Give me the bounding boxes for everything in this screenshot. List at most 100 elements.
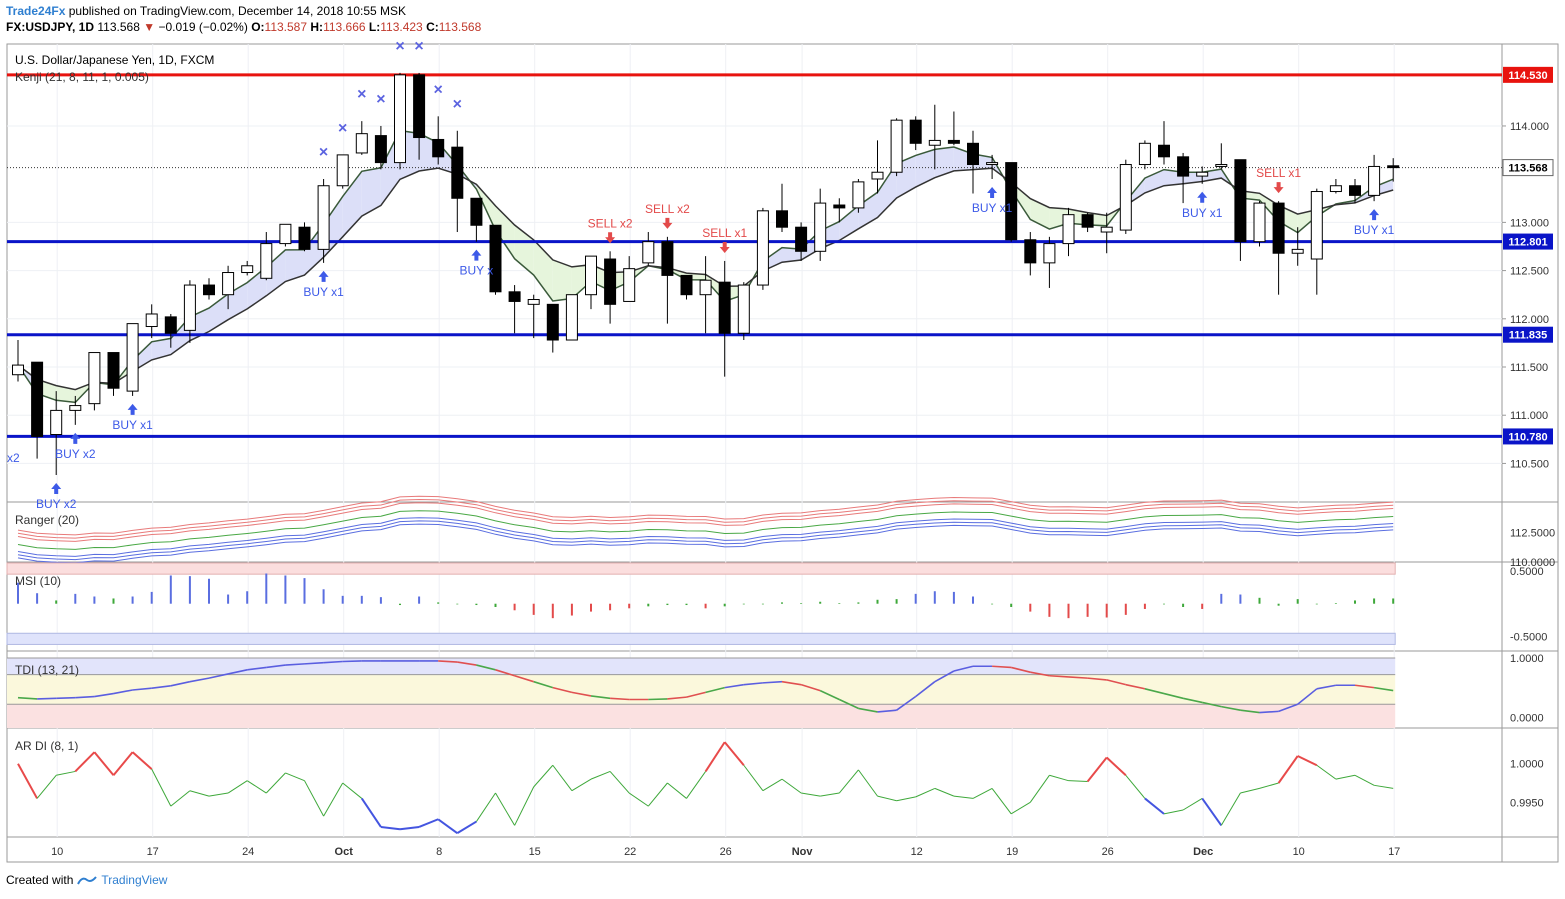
candle-body[interactable] xyxy=(298,226,311,250)
tradingview-logo-icon xyxy=(77,876,98,885)
candle-body[interactable] xyxy=(718,281,731,334)
candle-body[interactable] xyxy=(680,274,693,296)
candle-body[interactable] xyxy=(699,279,712,296)
kenji-cloud-segment xyxy=(934,146,954,178)
candle-body[interactable] xyxy=(756,210,769,286)
ardi-segment xyxy=(915,787,936,798)
candle-body[interactable] xyxy=(470,197,483,226)
ardi-segment xyxy=(399,825,420,831)
candle-body[interactable] xyxy=(795,226,808,252)
candle-body[interactable] xyxy=(451,146,464,199)
candle-body[interactable] xyxy=(1138,142,1151,166)
candle-body[interactable] xyxy=(1272,202,1285,254)
candle-body[interactable] xyxy=(928,139,941,146)
candle-body[interactable] xyxy=(967,142,979,166)
candle-body[interactable] xyxy=(374,135,387,164)
candle-body[interactable] xyxy=(1349,185,1361,196)
candle-body[interactable] xyxy=(1081,214,1094,228)
candle-body[interactable] xyxy=(317,185,330,250)
candle-body[interactable] xyxy=(69,405,82,411)
candle-body[interactable] xyxy=(279,223,292,245)
buy-signal-label: BUY x1 xyxy=(1354,223,1395,237)
candle-body[interactable] xyxy=(776,210,788,228)
candle-body[interactable] xyxy=(1234,159,1247,243)
candle-body[interactable] xyxy=(1329,185,1342,193)
candle-body[interactable] xyxy=(814,202,827,252)
candle-body[interactable] xyxy=(336,154,349,187)
change-value: −0.019 (−0.02%) xyxy=(158,20,248,34)
candle-body[interactable] xyxy=(1100,226,1113,233)
candle-body[interactable] xyxy=(1215,164,1228,167)
candle-body[interactable] xyxy=(260,243,273,279)
candle-body[interactable] xyxy=(1368,165,1381,196)
ardi-tick-label: 0.9950 xyxy=(1510,797,1544,809)
candle-body[interactable] xyxy=(871,171,884,180)
candle-body[interactable] xyxy=(1119,164,1132,231)
candle-body[interactable] xyxy=(604,258,617,305)
ardi-segment xyxy=(704,741,726,772)
chart-header: Trade24Fx published on TradingView.com, … xyxy=(6,3,1556,43)
candle-body[interactable] xyxy=(1387,165,1400,169)
last-price: 113.568 xyxy=(97,20,140,34)
sell-arrow-icon xyxy=(719,241,730,253)
candle-body[interactable] xyxy=(1043,243,1056,264)
tdi-upper-zone xyxy=(7,657,1396,675)
candle-body[interactable] xyxy=(88,352,101,405)
candle-body[interactable] xyxy=(947,139,960,144)
candle-body[interactable] xyxy=(527,299,540,305)
candle-body[interactable] xyxy=(107,352,120,389)
candle-body[interactable] xyxy=(565,294,578,341)
candle-body[interactable] xyxy=(1158,144,1170,158)
buy-signal-label: BUY x1 xyxy=(972,201,1013,215)
candle-body[interactable] xyxy=(1024,239,1037,264)
candle-body[interactable] xyxy=(1253,202,1266,243)
candle-body[interactable] xyxy=(222,272,235,296)
candle-body[interactable] xyxy=(432,138,445,158)
level-price-tag xyxy=(1503,66,1553,83)
candle-body[interactable] xyxy=(508,291,521,302)
author-link[interactable]: Trade24Fx xyxy=(6,4,66,18)
candle-body[interactable] xyxy=(852,181,865,209)
kenji-cloud-segment xyxy=(151,338,171,360)
candle-body[interactable] xyxy=(623,268,636,302)
candle-body[interactable] xyxy=(183,284,196,331)
candle-body[interactable] xyxy=(145,313,158,328)
close-label: C: xyxy=(426,20,439,34)
candle-body[interactable] xyxy=(50,409,63,436)
candle-body[interactable] xyxy=(355,133,368,154)
candle-body[interactable] xyxy=(986,162,999,166)
candle-body[interactable] xyxy=(1196,171,1209,177)
ardi-segment xyxy=(590,770,611,780)
tdi-segment xyxy=(1316,684,1337,690)
candle-body[interactable] xyxy=(126,323,139,392)
candle-body[interactable] xyxy=(546,303,559,341)
candle-body[interactable] xyxy=(203,284,215,296)
candle-body[interactable] xyxy=(1310,191,1323,260)
candle-body[interactable] xyxy=(737,284,750,334)
kenji-cloud-segment xyxy=(495,205,515,259)
candle-body[interactable] xyxy=(1062,214,1075,245)
candle-body[interactable] xyxy=(31,361,44,437)
candle-body[interactable] xyxy=(413,74,426,139)
candle-body[interactable] xyxy=(489,224,502,293)
tdi-segment xyxy=(552,686,573,694)
candle-body[interactable] xyxy=(241,265,254,274)
candle-body[interactable] xyxy=(890,119,903,173)
candle-body[interactable] xyxy=(1291,248,1304,254)
candle-body[interactable] xyxy=(833,204,846,209)
candle-body[interactable] xyxy=(585,255,597,296)
candle-body[interactable] xyxy=(1005,162,1018,241)
candle-body[interactable] xyxy=(12,364,24,376)
candle-body[interactable] xyxy=(661,241,674,276)
candle-body[interactable] xyxy=(394,74,406,164)
tdi-segment xyxy=(1087,677,1107,681)
tdi-segment xyxy=(953,665,974,672)
candle-body[interactable] xyxy=(909,119,922,144)
ranger-band-line xyxy=(17,495,1394,536)
tradingview-link[interactable]: TradingView xyxy=(101,873,168,887)
candle-body[interactable] xyxy=(164,316,177,334)
ranger-title: Ranger (20) xyxy=(15,513,79,527)
candle-body[interactable] xyxy=(642,241,655,264)
candle-body[interactable] xyxy=(1177,156,1190,177)
